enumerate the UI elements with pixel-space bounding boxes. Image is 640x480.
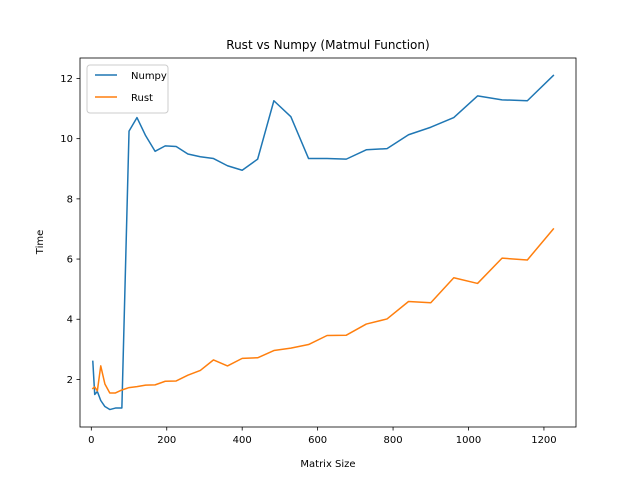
x-tick-label: 0 (88, 435, 94, 446)
chart-title: Rust vs Numpy (Matmul Function) (226, 38, 429, 52)
legend-label-numpy: Numpy (131, 71, 167, 82)
legend-box (86, 64, 169, 114)
y-tick-label: 8 (67, 194, 73, 205)
y-tick-label: 10 (60, 134, 73, 145)
y-axis-ticks: 2 4 6 8 10 12 (60, 74, 80, 386)
series-line-rust (91, 227, 555, 394)
x-tick-label: 400 (233, 435, 252, 446)
legend-label-rust: Rust (131, 93, 153, 104)
y-tick-label: 2 (67, 375, 73, 386)
series-line-numpy (92, 74, 555, 411)
x-axis-ticks: 0 200 400 600 800 1000 1200 (88, 427, 557, 446)
legend: Numpy Rust (86, 64, 169, 114)
y-tick-label: 4 (67, 315, 73, 326)
x-tick-label: 1000 (456, 435, 481, 446)
x-tick-label: 200 (157, 435, 176, 446)
series-layer (91, 74, 555, 411)
y-axis-label: Time (35, 230, 46, 255)
plot-area (80, 58, 576, 427)
x-tick-label: 800 (384, 435, 403, 446)
x-tick-label: 1200 (531, 435, 556, 446)
x-tick-label: 600 (308, 435, 327, 446)
y-tick-label: 6 (67, 255, 73, 266)
y-tick-label: 12 (60, 74, 73, 85)
plot-frame (79, 57, 577, 428)
x-axis-label: Matrix Size (300, 459, 355, 470)
